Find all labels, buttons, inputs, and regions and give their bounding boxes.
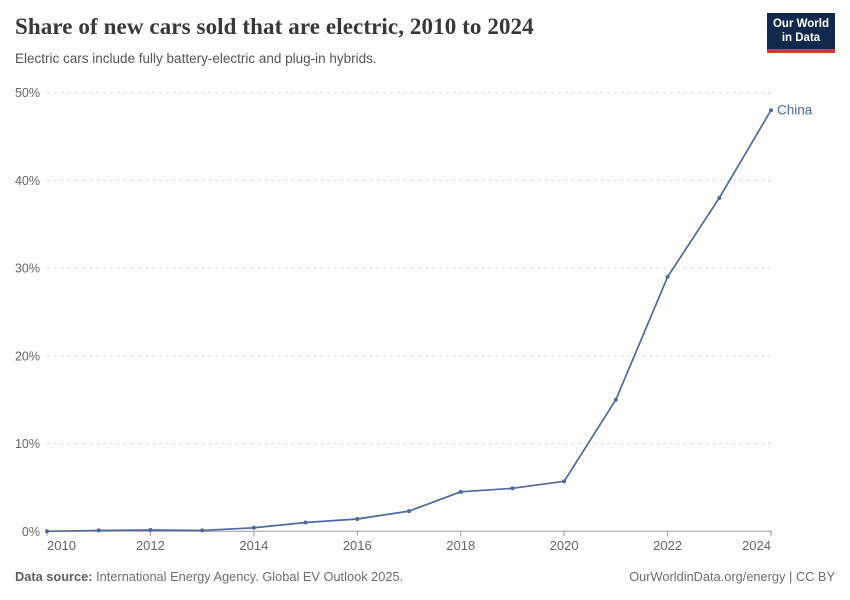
- series-end-label-china[interactable]: China: [777, 103, 813, 118]
- data-point-china-2017: [407, 509, 411, 514]
- x-tick-label-2014: 2014: [239, 538, 268, 553]
- data-point-china-2023: [717, 195, 722, 200]
- data-point-china-2015: [303, 520, 308, 525]
- x-tick-label-2010: 2010: [47, 538, 76, 553]
- chart-title: Share of new cars sold that are electric…: [15, 14, 534, 39]
- x-tick-label-2018: 2018: [446, 538, 475, 553]
- x-tick-label-2024: 2024: [742, 538, 771, 553]
- owid-logo[interactable]: Our World in Data: [767, 13, 835, 54]
- y-tick-label-10: 10%: [15, 437, 40, 451]
- data-point-china-2018: [458, 489, 463, 494]
- data-point-china-2021: [613, 397, 618, 402]
- x-tick-label-2012: 2012: [136, 538, 165, 553]
- data-point-china-2012: [148, 527, 153, 532]
- data-point-china-2016: [355, 517, 360, 522]
- data-source-text: International Energy Agency. Global EV O…: [92, 569, 404, 584]
- data-point-china-2020: [562, 479, 567, 484]
- y-tick-label-0: 0%: [22, 525, 40, 539]
- y-tick-label-20: 20%: [15, 349, 40, 363]
- data-point-china-2010: [45, 529, 49, 534]
- x-tick-label-2022: 2022: [653, 538, 682, 553]
- y-tick-label-30: 30%: [15, 262, 40, 276]
- data-source-note: Data source: International Energy Agency…: [15, 569, 403, 584]
- chart-footer: Data source: International Energy Agency…: [15, 569, 835, 584]
- license-link[interactable]: OurWorldinData.org/energy | CC BY: [629, 569, 835, 584]
- data-point-china-2024: [769, 108, 773, 113]
- data-point-china-2011: [96, 528, 101, 533]
- x-tick-label-2020: 2020: [550, 538, 579, 553]
- data-point-china-2013: [200, 528, 205, 533]
- owid-logo-line1: Our World: [772, 18, 829, 30]
- y-tick-label-40: 40%: [15, 174, 40, 188]
- chart-subtitle: Electric cars include fully battery-elec…: [15, 51, 377, 66]
- owid-logo-line2: in Data: [781, 31, 821, 44]
- data-source-label: Data source:: [15, 569, 93, 584]
- data-point-china-2022: [665, 274, 670, 279]
- y-tick-label-50: 50%: [15, 86, 40, 100]
- series-line-china: [46, 109, 772, 533]
- data-point-china-2014: [251, 525, 256, 530]
- x-tick-label-2016: 2016: [343, 538, 372, 553]
- data-point-china-2019: [510, 486, 515, 491]
